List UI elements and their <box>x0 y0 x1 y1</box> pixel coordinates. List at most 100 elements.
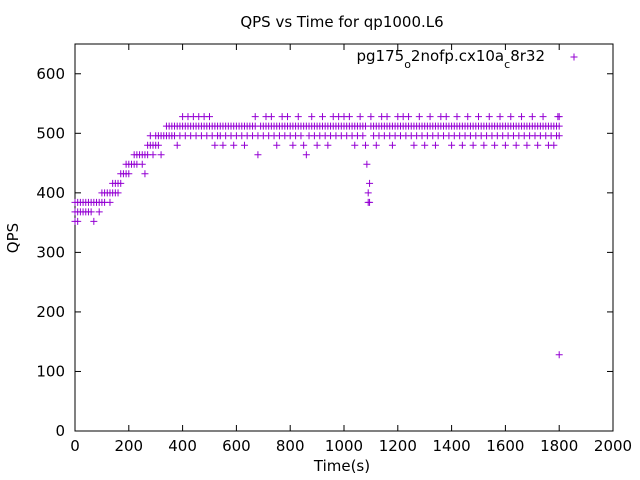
data-point <box>442 113 450 121</box>
plot-frame <box>74 43 614 432</box>
data-point <box>405 113 413 121</box>
data-point <box>480 141 488 149</box>
data-point <box>173 141 181 149</box>
data-point <box>157 151 165 159</box>
data-point <box>534 141 542 149</box>
y-tick-label: 0 <box>55 422 65 440</box>
data-point <box>431 141 439 149</box>
data-point <box>356 113 364 121</box>
x-tick-label: 1200 <box>379 437 417 455</box>
x-tick-label: 1600 <box>486 437 524 455</box>
data-point <box>154 141 162 149</box>
data-point <box>426 113 434 121</box>
data-point <box>491 141 499 149</box>
x-tick-label: 0 <box>70 437 80 455</box>
data-point <box>318 113 326 121</box>
data-point <box>421 141 429 149</box>
data-point <box>496 113 504 121</box>
data-point <box>251 113 259 121</box>
y-axis-title: QPS <box>4 223 22 253</box>
data-point <box>90 217 98 225</box>
x-tick-label: 2000 <box>594 437 632 455</box>
data-point <box>87 208 95 216</box>
data-point <box>141 170 149 178</box>
x-tick-label: 1400 <box>433 437 471 455</box>
x-tick-label: 1800 <box>540 437 578 455</box>
data-point <box>294 113 302 121</box>
data-point <box>512 141 520 149</box>
data-point <box>469 141 477 149</box>
x-tick-label: 200 <box>114 437 143 455</box>
data-point <box>410 141 418 149</box>
data-point <box>300 141 308 149</box>
legend-label: pg175o2nofp.cx10ac8r32 <box>357 47 546 71</box>
data-point <box>284 113 292 121</box>
data-point <box>550 141 558 149</box>
x-axis-ticks: 0 200 400 600 800 1000 1200 1400 1600 1800 2000 <box>70 44 632 455</box>
data-point <box>555 122 563 130</box>
data-point <box>475 113 482 121</box>
data-point <box>458 141 466 149</box>
data-point <box>289 141 297 149</box>
data-point <box>464 113 472 121</box>
legend-marker-symbol <box>570 53 578 61</box>
data-point <box>114 189 122 197</box>
data-point <box>302 151 310 159</box>
data-point <box>555 113 563 121</box>
data-point <box>383 113 391 121</box>
data-point <box>240 141 248 149</box>
y-tick-label: 500 <box>36 124 65 142</box>
data-point <box>364 189 372 197</box>
data-point <box>539 113 547 121</box>
data-point <box>359 132 367 140</box>
x-tick-label: 600 <box>222 437 251 455</box>
data-point <box>363 160 371 168</box>
data-point <box>485 113 493 121</box>
data-point <box>211 141 219 149</box>
data-point <box>254 151 262 159</box>
y-tick-label: 400 <box>36 184 65 202</box>
data-point <box>507 113 515 121</box>
scatter-points <box>71 113 563 359</box>
data-point <box>362 141 370 149</box>
x-tick-label: 800 <box>276 437 305 455</box>
data-point <box>367 113 375 121</box>
data-point <box>206 113 213 121</box>
data-point <box>138 160 146 168</box>
y-tick-label: 600 <box>36 65 65 83</box>
data-point <box>117 179 125 187</box>
data-point <box>324 141 332 149</box>
x-axis-title: Time(s) <box>313 457 370 475</box>
data-point <box>345 113 353 121</box>
data-point <box>297 132 305 140</box>
data-point <box>555 351 563 359</box>
chart-title: QPS vs Time for qp1000.L6 <box>240 13 443 31</box>
data-point <box>501 141 509 149</box>
data-point <box>149 151 157 159</box>
data-point <box>106 198 114 206</box>
data-point <box>388 141 396 149</box>
data-point <box>518 113 526 121</box>
data-point <box>448 141 456 149</box>
data-point <box>230 141 238 149</box>
x-tick-label: 400 <box>168 437 197 455</box>
data-point <box>415 113 423 121</box>
x-tick-label: 1000 <box>325 437 363 455</box>
y-tick-label: 200 <box>36 303 65 321</box>
data-point <box>273 141 281 149</box>
y-tick-label: 100 <box>36 362 65 380</box>
data-point <box>372 141 380 149</box>
data-point <box>219 141 227 149</box>
data-point <box>366 179 374 187</box>
y-tick-label: 300 <box>36 243 65 261</box>
data-point <box>308 113 316 121</box>
data-point <box>125 170 133 178</box>
data-point <box>267 113 275 121</box>
data-point <box>95 208 103 216</box>
legend: pg175o2nofp.cx10ac8r32 <box>357 47 578 71</box>
data-point <box>351 141 359 149</box>
data-point <box>74 217 82 225</box>
data-point <box>453 113 461 121</box>
data-point <box>313 141 321 149</box>
